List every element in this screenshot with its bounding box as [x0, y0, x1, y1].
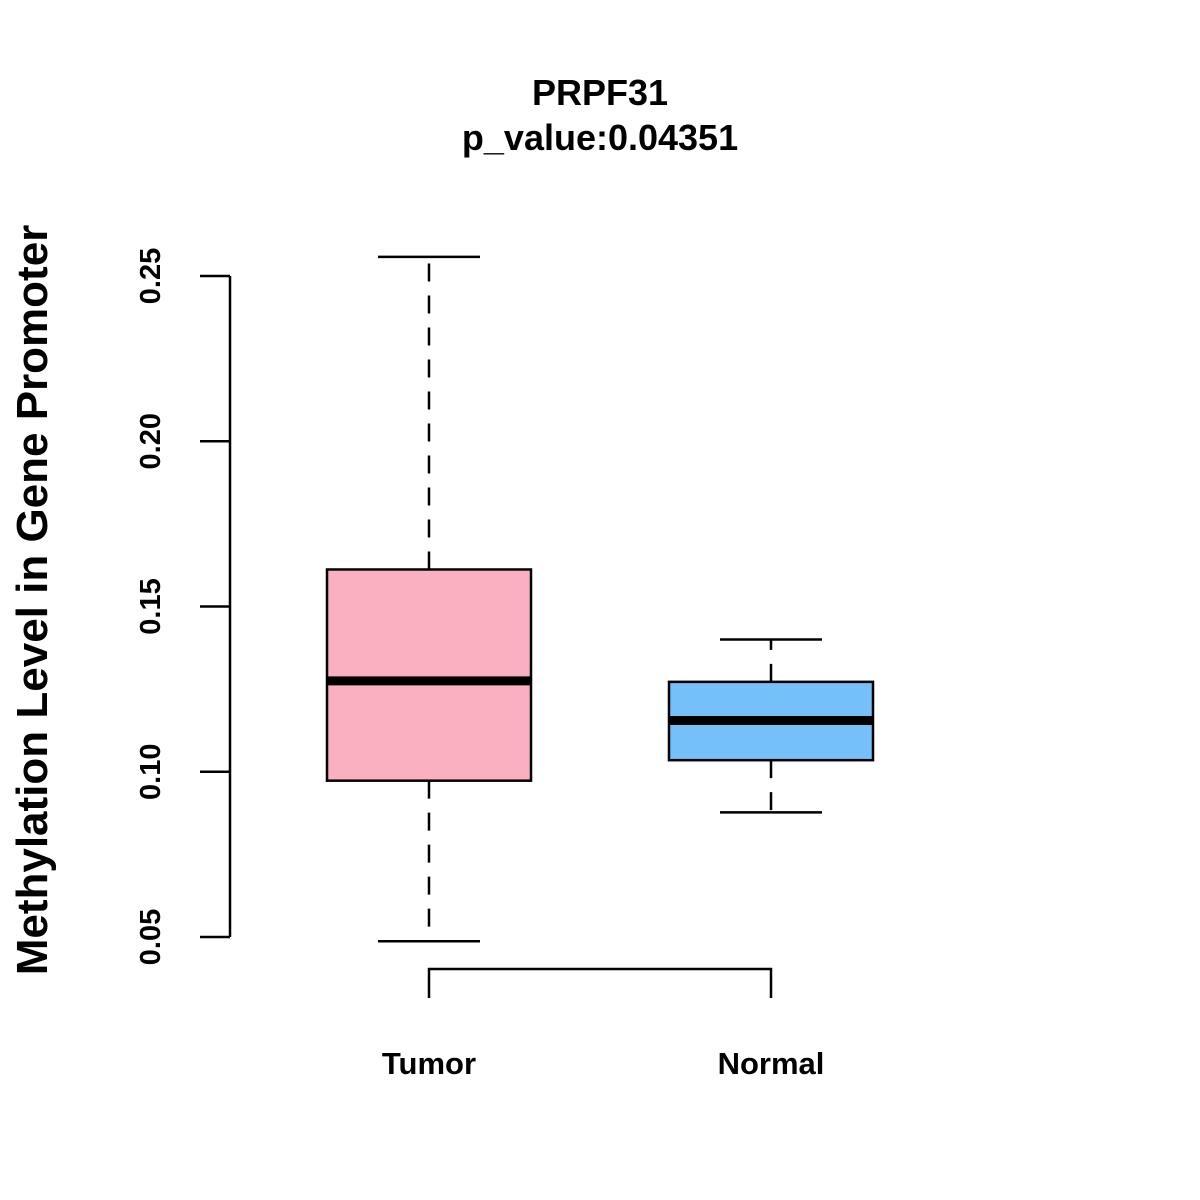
comparison-bracket [427, 967, 773, 998]
y-ticks: 0.05 0.10 0.15 0.20 0.25 [135, 248, 230, 965]
y-axis-label: Methylation Level in Gene Promoter [8, 225, 57, 976]
y-tick-label: 0.05 [135, 909, 167, 965]
box-iqr [325, 568, 533, 782]
boxes [325, 255, 875, 943]
box-tumor [325, 255, 533, 943]
x-tick-label-tumor: Tumor [382, 1046, 476, 1081]
x-tick-labels: Tumor Normal [382, 1046, 824, 1081]
box-normal [667, 638, 875, 814]
chart-subtitle: p_value:0.04351 [462, 117, 738, 158]
y-tick-label: 0.25 [135, 248, 167, 304]
y-tick-label: 0.15 [135, 578, 167, 634]
chart-title: PRPF31 [532, 72, 668, 113]
x-tick-label-normal: Normal [718, 1046, 825, 1081]
bracket-line [427, 967, 773, 998]
y-tick-label: 0.10 [135, 744, 167, 800]
y-tick-label: 0.20 [135, 413, 167, 469]
